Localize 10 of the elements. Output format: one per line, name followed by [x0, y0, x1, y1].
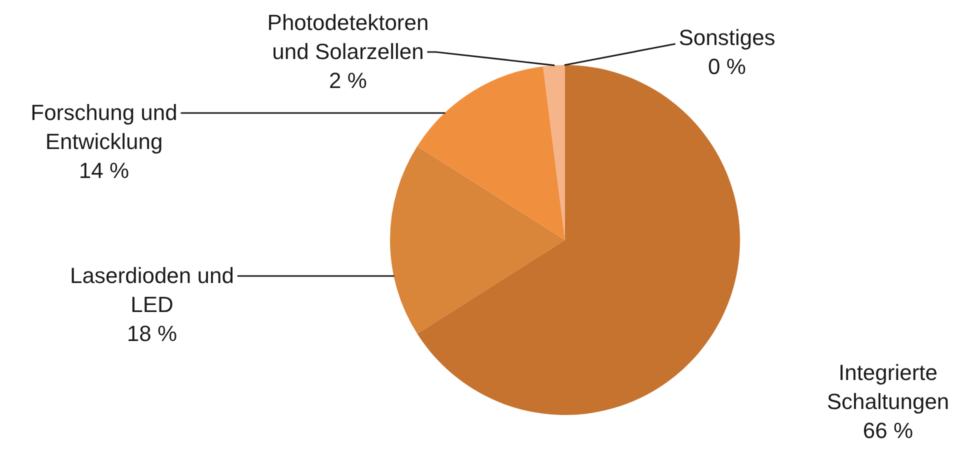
slice-label: Photodetektoren und Solarzellen	[267, 10, 429, 64]
slice-label: Forschung und Entwicklung	[30, 100, 178, 154]
category-label: Sonstiges	[678, 25, 776, 50]
data-label: 14 %	[78, 158, 130, 183]
data-label: 2 %	[329, 68, 367, 93]
data-label: 66 %	[862, 418, 914, 443]
slice-label: Laserdioden und LED	[70, 263, 234, 317]
text: 0 %	[708, 54, 746, 79]
slice-label: Integrierte Schaltungen	[826, 360, 950, 414]
data-label: 18 %	[126, 321, 178, 346]
